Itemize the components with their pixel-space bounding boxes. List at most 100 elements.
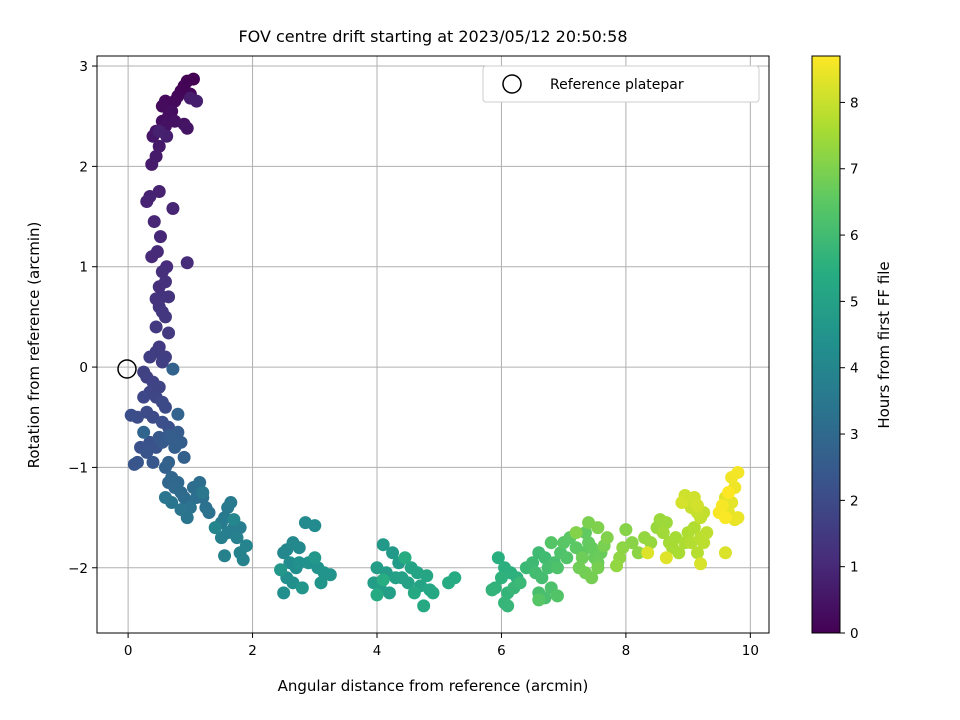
data-point bbox=[417, 599, 431, 613]
data-point bbox=[631, 546, 645, 560]
data-point bbox=[426, 586, 440, 600]
data-point bbox=[227, 513, 241, 527]
data-point bbox=[690, 546, 704, 560]
data-point bbox=[401, 576, 415, 590]
y-tick-label: 0 bbox=[79, 360, 88, 376]
y-axis-label: Rotation from reference (arcmin) bbox=[25, 222, 43, 469]
data-point bbox=[591, 561, 605, 575]
data-point bbox=[407, 586, 421, 600]
colorbar-label: Hours from first FF file bbox=[875, 261, 893, 428]
data-point bbox=[295, 581, 309, 595]
data-point bbox=[616, 541, 630, 555]
data-point bbox=[585, 571, 599, 585]
data-point bbox=[158, 275, 172, 289]
data-point bbox=[544, 536, 558, 550]
colorbar-tick-label: 8 bbox=[850, 95, 859, 111]
data-point bbox=[162, 326, 176, 340]
x-tick-label: 6 bbox=[497, 643, 506, 659]
x-tick-label: 2 bbox=[248, 643, 257, 659]
data-point bbox=[171, 407, 185, 421]
data-point bbox=[448, 571, 462, 585]
data-point bbox=[202, 506, 216, 520]
data-point bbox=[208, 521, 222, 535]
data-point bbox=[158, 400, 172, 414]
y-tick-label: 3 bbox=[79, 59, 88, 75]
data-point bbox=[575, 551, 589, 565]
legend-marker-circle bbox=[502, 74, 522, 94]
x-axis-ticks: 0 2 4 6 8 10 bbox=[124, 633, 759, 659]
data-point bbox=[140, 445, 154, 459]
legend-entry-label: Reference platepar bbox=[550, 77, 684, 93]
data-point bbox=[152, 124, 166, 138]
x-tick-label: 10 bbox=[742, 643, 759, 659]
data-point bbox=[277, 586, 291, 600]
data-point bbox=[174, 503, 188, 517]
data-point bbox=[193, 475, 207, 489]
data-point bbox=[137, 425, 151, 439]
data-point bbox=[166, 362, 180, 376]
data-point bbox=[124, 408, 138, 422]
colorbar-tick-label: 3 bbox=[850, 427, 859, 443]
data-point bbox=[292, 556, 306, 570]
data-point bbox=[137, 390, 151, 404]
x-tick-label: 8 bbox=[622, 643, 631, 659]
data-point bbox=[578, 526, 592, 540]
data-point bbox=[731, 511, 745, 525]
data-point bbox=[535, 571, 549, 585]
data-point bbox=[491, 551, 505, 565]
data-point bbox=[165, 430, 179, 444]
data-point bbox=[155, 265, 169, 279]
chart-title: FOV centre drift starting at 2023/05/12 … bbox=[238, 27, 627, 46]
data-point bbox=[659, 516, 673, 530]
data-point bbox=[190, 94, 204, 108]
data-point bbox=[308, 551, 322, 565]
data-point bbox=[314, 576, 328, 590]
data-point bbox=[230, 531, 244, 545]
data-point bbox=[656, 526, 670, 540]
x-tick-label: 0 bbox=[124, 643, 133, 659]
data-point bbox=[239, 539, 253, 553]
data-point bbox=[526, 556, 540, 570]
data-point bbox=[236, 553, 250, 567]
data-point bbox=[145, 250, 159, 264]
data-point bbox=[644, 536, 658, 550]
data-point bbox=[591, 521, 605, 535]
data-point bbox=[494, 571, 508, 585]
data-point bbox=[155, 355, 169, 369]
data-point bbox=[382, 586, 396, 600]
data-point bbox=[672, 546, 686, 560]
data-point bbox=[610, 559, 624, 573]
data-point bbox=[323, 568, 337, 582]
colorbar-ticks: 0 1 2 3 4 5 6 7 8 bbox=[840, 95, 859, 642]
data-point bbox=[196, 486, 210, 500]
data-point bbox=[127, 457, 141, 471]
colorbar-tick-label: 6 bbox=[850, 228, 859, 244]
legend: Reference platepar bbox=[482, 65, 760, 103]
grid bbox=[97, 56, 769, 633]
data-point bbox=[370, 588, 384, 602]
scatter-points bbox=[124, 72, 745, 613]
data-point bbox=[560, 551, 574, 565]
data-point bbox=[641, 546, 655, 560]
data-point bbox=[162, 455, 176, 469]
data-point bbox=[485, 583, 499, 597]
data-point bbox=[274, 563, 288, 577]
data-point bbox=[675, 496, 689, 510]
data-point bbox=[386, 546, 400, 560]
data-point bbox=[659, 551, 673, 565]
data-point bbox=[697, 536, 711, 550]
colorbar-tick-label: 1 bbox=[850, 560, 859, 576]
data-point bbox=[180, 256, 194, 270]
y-tick-label: −2 bbox=[68, 561, 88, 577]
data-point bbox=[694, 557, 708, 571]
x-tick-label: 4 bbox=[373, 643, 382, 659]
data-point bbox=[619, 523, 633, 537]
data-point bbox=[214, 531, 228, 545]
colorbar-tick-label: 4 bbox=[850, 361, 859, 377]
colorbar-tick-label: 5 bbox=[850, 294, 859, 310]
data-point bbox=[166, 202, 180, 216]
data-point bbox=[718, 546, 732, 560]
colorbar-gradient bbox=[811, 55, 841, 634]
data-point bbox=[569, 526, 583, 540]
